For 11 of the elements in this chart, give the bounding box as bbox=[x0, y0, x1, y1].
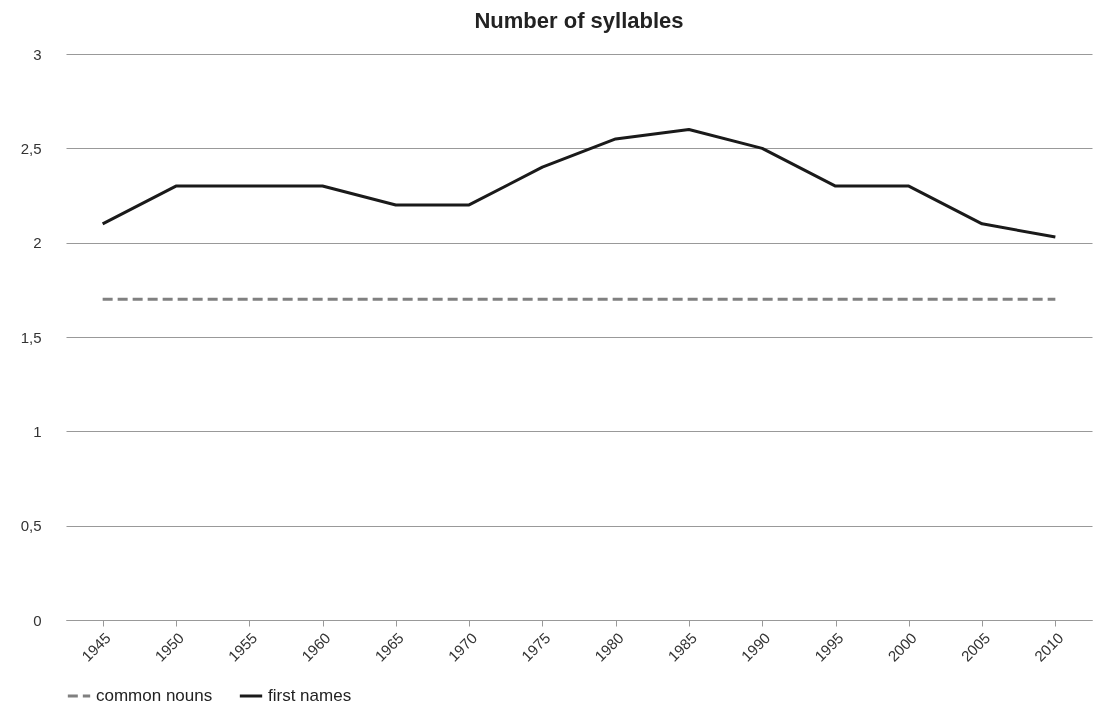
legend-label: common nouns bbox=[96, 686, 213, 705]
chart-title: Number of syllables bbox=[474, 8, 684, 33]
line-series bbox=[101, 127, 1057, 239]
y-tick-label: 3 bbox=[33, 45, 42, 63]
y-tick-label: 0,5 bbox=[20, 517, 42, 535]
y-tick-label: 1,5 bbox=[20, 328, 42, 346]
y-tick-label: 0 bbox=[33, 611, 42, 629]
y-tick-label: 1 bbox=[33, 422, 42, 440]
y-tick-label: 2,5 bbox=[20, 139, 42, 157]
legend-label: first names bbox=[268, 686, 352, 705]
y-tick-label: 2 bbox=[33, 234, 42, 252]
